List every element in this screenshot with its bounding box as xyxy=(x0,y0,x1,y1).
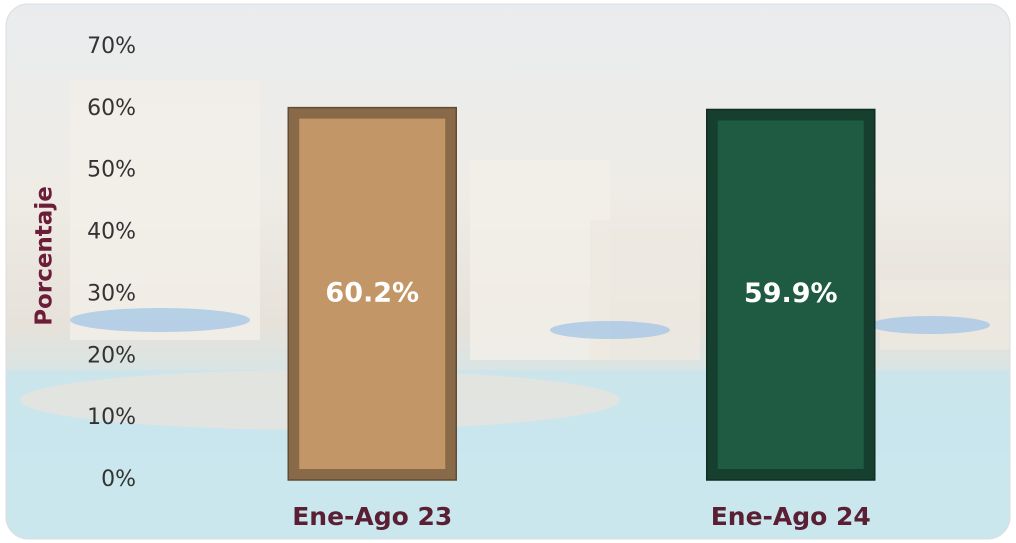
x-tick-label: Ene-Ago 23 xyxy=(292,502,452,531)
value-label: 59.9% xyxy=(744,278,838,309)
y-tick-label: 30% xyxy=(87,281,136,306)
y-axis-title: Porcentaje xyxy=(32,186,58,326)
frame xyxy=(5,3,1011,540)
x-tick-label: Ene-Ago 24 xyxy=(711,502,871,531)
y-tick-label: 0% xyxy=(101,467,136,492)
y-tick-label: 70% xyxy=(87,34,136,59)
value-label: 60.2% xyxy=(325,277,419,308)
y-tick-label: 40% xyxy=(87,220,136,245)
y-tick-label: 50% xyxy=(87,158,136,183)
bar-bevel xyxy=(299,118,446,470)
y-tick-label: 60% xyxy=(87,96,136,121)
y-tick-label: 20% xyxy=(87,343,136,368)
y-tick-label: 10% xyxy=(87,405,136,430)
bar-bevel xyxy=(717,120,864,470)
